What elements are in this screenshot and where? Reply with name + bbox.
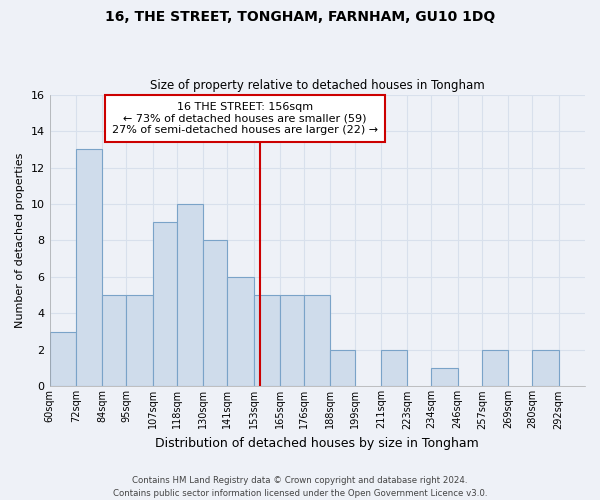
Bar <box>482 350 508 387</box>
Bar <box>254 295 280 386</box>
Bar <box>381 350 407 387</box>
Bar <box>127 295 152 386</box>
Bar <box>50 332 76 386</box>
Bar <box>177 204 203 386</box>
Text: Contains HM Land Registry data © Crown copyright and database right 2024.
Contai: Contains HM Land Registry data © Crown c… <box>113 476 487 498</box>
Text: 16 THE STREET: 156sqm
← 73% of detached houses are smaller (59)
27% of semi-deta: 16 THE STREET: 156sqm ← 73% of detached … <box>112 102 378 135</box>
Y-axis label: Number of detached properties: Number of detached properties <box>15 153 25 328</box>
Bar <box>76 150 102 386</box>
Title: Size of property relative to detached houses in Tongham: Size of property relative to detached ho… <box>150 79 485 92</box>
X-axis label: Distribution of detached houses by size in Tongham: Distribution of detached houses by size … <box>155 437 479 450</box>
Bar <box>227 277 254 386</box>
Bar <box>280 295 304 386</box>
Bar <box>102 295 127 386</box>
Bar <box>304 295 331 386</box>
Text: 16, THE STREET, TONGHAM, FARNHAM, GU10 1DQ: 16, THE STREET, TONGHAM, FARNHAM, GU10 1… <box>105 10 495 24</box>
Bar <box>203 240 227 386</box>
Bar <box>431 368 458 386</box>
Bar <box>532 350 559 387</box>
Bar <box>331 350 355 387</box>
Bar <box>152 222 177 386</box>
